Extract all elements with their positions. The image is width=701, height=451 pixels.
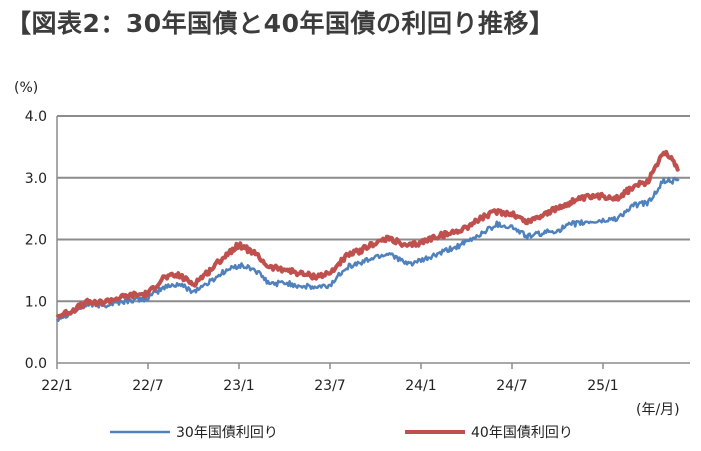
x-tick-label: 22/1 <box>41 378 72 394</box>
x-axis-unit-label: (年/月) <box>636 402 680 418</box>
legend: 30年国債利回り 40年国債利回り <box>110 425 573 441</box>
y-tick-label: 2.0 <box>25 233 47 249</box>
chart-title: 【図表2：30年国債と40年国債の利回り推移】 <box>6 9 555 38</box>
y-tick-label: 0.0 <box>25 356 47 372</box>
grid-lines <box>57 115 690 303</box>
x-tick-labels: 22/1 22/7 23/1 23/7 24/1 24/7 25/1 <box>41 378 618 394</box>
series-line-40y <box>55 149 681 319</box>
legend-label: 40年国債利回り <box>471 425 573 441</box>
axes <box>56 116 690 369</box>
x-tick-label: 25/1 <box>587 378 618 394</box>
x-tick-label: 24/7 <box>496 378 527 394</box>
y-tick-label: 1.0 <box>25 294 47 310</box>
x-tick-label: 22/7 <box>132 378 163 394</box>
y-axis-unit-label: (%) <box>14 80 38 96</box>
x-tick-label: 24/1 <box>405 378 436 394</box>
x-tick-label: 23/7 <box>314 378 345 394</box>
legend-label: 30年国債利回り <box>176 425 278 441</box>
y-tick-labels: 0.0 1.0 2.0 3.0 4.0 <box>25 109 47 372</box>
y-tick-label: 4.0 <box>25 109 47 125</box>
y-tick-label: 3.0 <box>25 171 47 187</box>
series-line-30y <box>56 176 680 322</box>
x-tick-label: 23/1 <box>223 378 254 394</box>
series-lines <box>55 149 681 322</box>
